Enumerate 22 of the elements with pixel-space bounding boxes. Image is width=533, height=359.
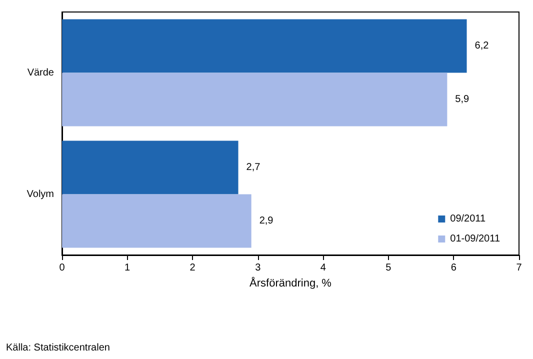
legend-label: 09/2011 — [450, 214, 486, 224]
bar — [62, 194, 252, 248]
x-tick-label: 0 — [59, 262, 66, 274]
data-label: 2,9 — [259, 215, 274, 226]
x-tick-label: 2 — [190, 262, 196, 274]
x-tick-label: 7 — [516, 262, 522, 274]
bar — [62, 19, 467, 73]
data-label: 6,2 — [474, 40, 490, 52]
x-tick-label: 5 — [386, 262, 392, 274]
bar — [62, 140, 238, 194]
x-tick-label: 4 — [320, 262, 326, 274]
text: Källa: Statistikcentralen — [6, 342, 110, 354]
bar — [62, 72, 448, 126]
data-label: 5,9 — [455, 94, 470, 105]
y-tick-label: Volym — [26, 188, 54, 200]
x-tick-label: 6 — [450, 262, 457, 274]
data-label: 2,7 — [246, 162, 261, 174]
x-tick-label: 1 — [124, 262, 131, 274]
x-axis-title: Årsförändring, % — [250, 276, 332, 290]
y-tick-label: Värde — [27, 67, 54, 78]
x-tick-label: 3 — [255, 262, 262, 274]
legend-label: 01-09/2011 — [450, 234, 500, 244]
